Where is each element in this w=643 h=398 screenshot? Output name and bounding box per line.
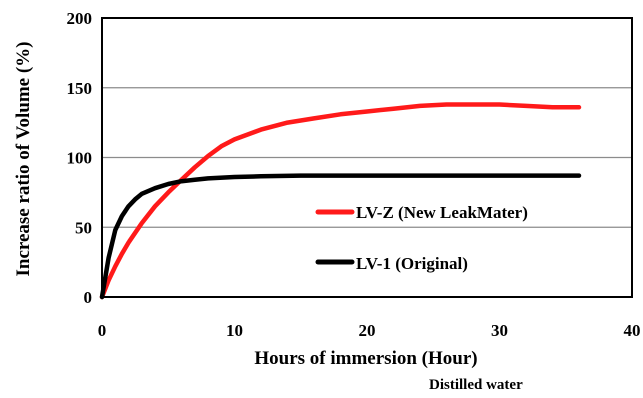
y-tick-label: 50 [75, 218, 92, 237]
legend-label-lv-z: LV-Z (New LeakMater) [356, 203, 528, 222]
x-tick-label: 20 [359, 321, 376, 340]
y-tick-label: 200 [67, 9, 93, 28]
gridlines [102, 87, 632, 228]
legend-label-lv-1: LV-1 (Original) [356, 254, 468, 273]
x-tick-label: 40 [624, 321, 641, 340]
y-tick-label: 0 [84, 288, 93, 307]
y-tick-label: 150 [67, 79, 93, 98]
series-line-lv-z [99, 102, 582, 300]
x-tick-label: 0 [98, 321, 107, 340]
y-axis-title: Increase ratio of Volume (%) [13, 41, 34, 276]
y-tick-label: 100 [67, 149, 93, 168]
x-tick-label: 30 [491, 321, 508, 340]
series-line-lv-1 [99, 173, 582, 300]
x-axis-title: Hours of immersion (Hour) [254, 348, 477, 369]
series-lines [99, 102, 582, 300]
y-axis-ticks: 0 50 100 150 200 [67, 9, 93, 307]
x-tick-label: 10 [226, 321, 243, 340]
distilled-water-note: Distilled water [429, 377, 523, 393]
x-axis-ticks: 0 10 20 30 40 [98, 321, 641, 340]
legend: LV-Z (New LeakMater) LV-1 (Original) [315, 203, 528, 273]
plot-area-frame [101, 17, 633, 298]
